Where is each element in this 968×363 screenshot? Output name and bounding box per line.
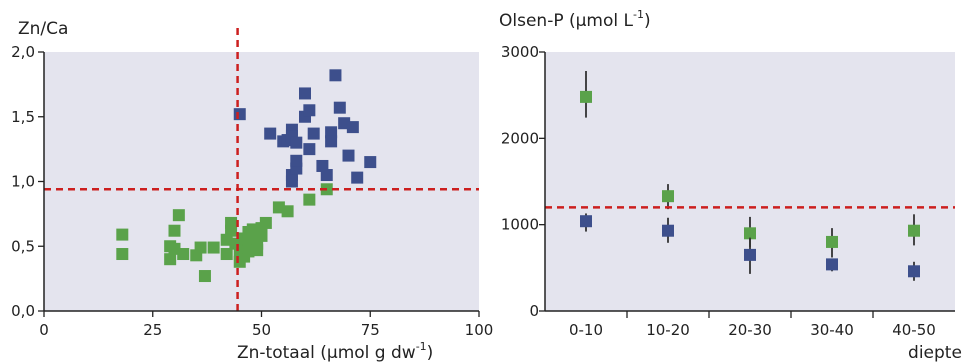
blue-point	[320, 169, 333, 182]
blue-point	[325, 135, 338, 148]
blue-point	[264, 127, 277, 140]
green-point	[177, 248, 190, 261]
left-x-ticks: 0 25 50 75 100	[39, 311, 493, 339]
blue-point	[662, 224, 674, 237]
right-y-axis-title-close: )	[644, 11, 651, 31]
green-point	[251, 244, 264, 257]
blue-point	[351, 171, 364, 184]
blue-point	[307, 127, 320, 140]
blue-point	[346, 121, 359, 134]
blue-point	[744, 248, 756, 261]
right-x-tick-label: 20-30	[728, 321, 772, 339]
green-point	[172, 209, 185, 222]
green-point	[744, 227, 756, 240]
blue-point	[233, 108, 246, 121]
left-x-tick-label: 50	[252, 321, 271, 339]
green-point	[116, 228, 129, 241]
green-point	[908, 224, 920, 237]
right-points	[580, 70, 920, 281]
left-chart: Zn/Ca 0,0 0,5 1,0 1,5 2,0 0 25 50 75 100 Zn-tota…	[11, 19, 493, 363]
right-x-tick-label: 40-50	[892, 321, 936, 339]
blue-point	[299, 87, 311, 100]
green-point	[281, 205, 294, 218]
right-x-tick-label: 10-20	[646, 321, 690, 339]
green-point	[164, 253, 177, 266]
right-x-ticks: 0-10 10-20 20-30 30-40 40-50	[569, 311, 936, 339]
green-point	[580, 90, 592, 103]
blue-point	[290, 136, 303, 149]
left-x-tick-label: 0	[39, 321, 49, 339]
green-point	[116, 248, 129, 261]
right-x-tick-label: 0-10	[569, 321, 603, 339]
blue-point	[826, 258, 838, 271]
left-x-tick-label: 75	[361, 321, 380, 339]
left-y-tick-label: 1,5	[11, 108, 35, 126]
right-y-tick-label: 3000	[501, 43, 539, 61]
left-x-axis-title-main: Zn-totaal (µmol g dw	[237, 343, 416, 363]
right-y-axis-title-main: Olsen-P (µmol L	[499, 11, 634, 31]
blue-point	[329, 69, 342, 82]
right-y-tick-label: 2000	[501, 129, 539, 147]
green-point	[246, 229, 259, 242]
right-y-tick-label: 0	[529, 302, 539, 320]
green-point	[662, 190, 674, 203]
green-point	[207, 241, 220, 254]
right-x-axis-title: diepte	[908, 343, 962, 363]
blue-point	[285, 175, 298, 188]
blue-point	[290, 154, 303, 167]
right-x-tick-label: 30-40	[810, 321, 854, 339]
right-y-axis-title-sup: -1	[633, 8, 644, 21]
blue-point	[908, 265, 920, 278]
left-y-axis-title: Zn/Ca	[18, 19, 68, 39]
right-chart: Olsen-P (µmol L-1) 0 1000 2000 3000 0-10 10-…	[499, 8, 962, 363]
blue-point	[303, 104, 316, 117]
left-x-axis-title-sup: -1	[416, 340, 427, 353]
right-y-ticks: 0 1000 2000 3000	[501, 43, 545, 320]
left-x-axis-title-close: )	[427, 343, 434, 363]
left-y-tick-label: 0,0	[11, 302, 35, 320]
blue-point	[364, 156, 377, 169]
green-point	[194, 241, 207, 254]
left-x-tick-label: 25	[143, 321, 162, 339]
green-point	[168, 224, 181, 237]
green-point	[246, 223, 259, 236]
blue-point	[325, 126, 338, 139]
green-point	[225, 224, 238, 237]
right-y-tick-label: 1000	[501, 216, 539, 234]
green-point	[303, 193, 316, 206]
green-point	[826, 235, 838, 248]
blue-point	[303, 143, 316, 156]
right-y-axis-title: Olsen-P (µmol L-1)	[499, 8, 651, 31]
green-point	[198, 270, 211, 283]
left-plot-area	[44, 52, 479, 311]
left-x-axis-title: Zn-totaal (µmol g dw-1)	[237, 340, 433, 363]
blue-point	[342, 149, 355, 162]
left-y-tick-label: 2,0	[11, 43, 35, 61]
left-y-tick-label: 0,5	[11, 237, 35, 255]
left-y-ticks: 0,0 0,5 1,0 1,5 2,0	[11, 43, 44, 320]
left-y-tick-label: 1,0	[11, 173, 35, 191]
blue-point	[580, 215, 592, 228]
left-x-tick-label: 100	[465, 321, 494, 339]
green-point	[220, 248, 233, 261]
blue-point	[316, 159, 329, 172]
green-point	[259, 216, 272, 229]
blue-point	[333, 101, 346, 114]
